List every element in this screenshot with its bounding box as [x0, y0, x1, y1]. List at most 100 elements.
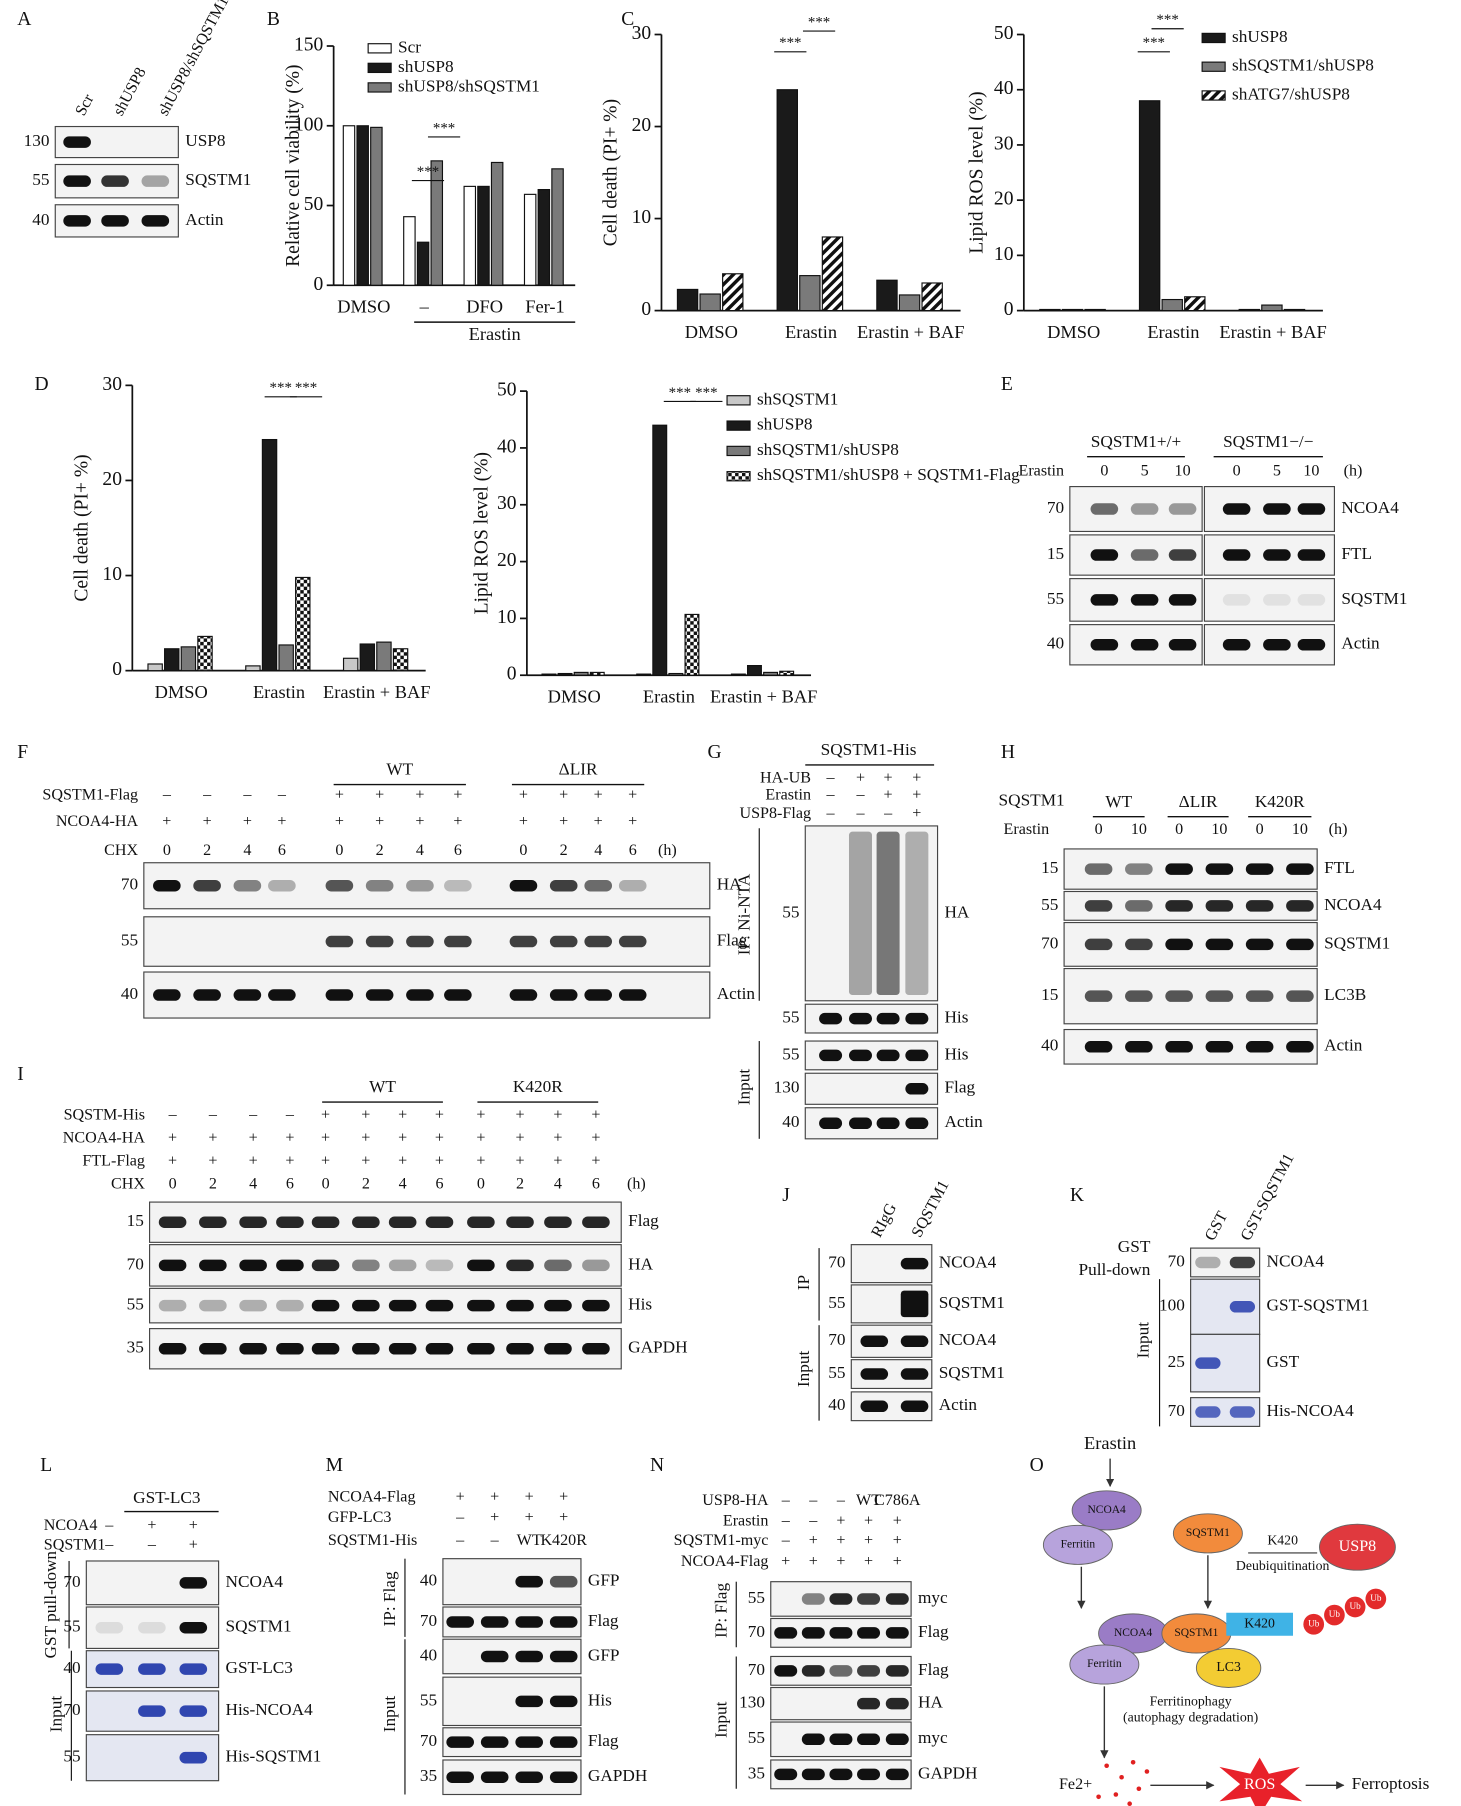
band	[365, 935, 394, 948]
lane-sign: +	[515, 1153, 524, 1170]
band-label: NCOA4	[1324, 895, 1382, 914]
lane-sign: +	[591, 1106, 600, 1123]
mw-marker: 70	[121, 875, 138, 894]
band	[549, 1616, 578, 1628]
diagram-text: Deubiquitination	[1236, 1558, 1330, 1573]
significance: ***	[695, 385, 717, 401]
lane-sign: 0	[1256, 821, 1264, 838]
band	[388, 1299, 417, 1312]
panel-letter: N	[650, 1455, 664, 1476]
lane-sign: +	[781, 1553, 790, 1570]
band	[158, 1299, 187, 1312]
diagram-text: SQSTM1	[1174, 1627, 1218, 1639]
mw-marker: 70	[1168, 1251, 1185, 1270]
lane-sign: +	[553, 1130, 562, 1147]
lane-sign: –	[242, 787, 252, 804]
ub	[1365, 1588, 1387, 1610]
row-label: GFP-LC3	[328, 1509, 391, 1526]
panel-letter: D	[35, 374, 49, 395]
lane-sign: +	[361, 1153, 370, 1170]
side-label: Input	[734, 1069, 753, 1106]
significance: ***	[270, 380, 292, 396]
node	[1071, 1490, 1142, 1531]
band-label: GST-LC3	[226, 1658, 293, 1677]
y-tick-label: 0	[507, 664, 517, 685]
mw-marker: 70	[1041, 933, 1058, 952]
band	[1222, 594, 1251, 606]
lane-sign: +	[519, 813, 528, 830]
band	[467, 1216, 495, 1228]
diagram-text: (autophagy degradation)	[1123, 1710, 1258, 1726]
side-label: IP: Flag	[380, 1571, 399, 1626]
lane-sign: +	[476, 1106, 485, 1123]
band	[515, 1616, 543, 1628]
legend-swatch	[367, 62, 392, 74]
mw-marker: 40	[63, 1658, 80, 1677]
x-tick-label: DMSO	[155, 682, 208, 702]
mw-marker: 70	[420, 1611, 437, 1630]
bar	[779, 670, 795, 676]
legend-label: shSQSTM1/shUSP8	[757, 440, 899, 459]
lane-sign: +	[476, 1130, 485, 1147]
x-tick-label: Erastin + BAF	[323, 682, 430, 702]
side-label: Input	[1134, 1322, 1153, 1359]
band	[1286, 900, 1314, 912]
band-label: His	[944, 1044, 968, 1063]
band	[467, 1299, 495, 1312]
band	[233, 989, 262, 1001]
side-label: GST pull-down	[41, 1551, 60, 1659]
band	[1245, 938, 1274, 951]
band	[1125, 863, 1153, 875]
band	[179, 1705, 208, 1717]
x-tick-label: Erastin + BAF	[857, 322, 964, 342]
bar	[821, 236, 844, 312]
side-label: Input	[47, 1696, 66, 1733]
lane-sign: +	[490, 1509, 499, 1526]
side-label: IP	[794, 1275, 813, 1290]
band	[848, 1117, 872, 1130]
lane-sign: –	[490, 1532, 500, 1549]
lane-sign: +	[189, 1517, 198, 1534]
lane-sign: +	[285, 1130, 294, 1147]
band	[179, 1577, 208, 1589]
band	[239, 1342, 267, 1355]
band	[444, 935, 472, 948]
legend-label: Scr	[398, 37, 421, 56]
lane-sign: –	[781, 1532, 791, 1549]
legend-swatch	[367, 43, 392, 54]
bar	[197, 635, 213, 672]
bar	[557, 672, 573, 676]
band	[905, 1083, 929, 1095]
panel-letter: I	[17, 1064, 24, 1085]
lane-sign: +	[864, 1532, 873, 1549]
band-label: Flag	[918, 1622, 949, 1641]
band	[480, 1616, 509, 1628]
band	[515, 1650, 543, 1663]
row-label: Erastin	[1018, 462, 1064, 479]
panel-letter: K	[1070, 1185, 1084, 1206]
band-label: His	[944, 1008, 968, 1027]
row-label: SQSTM1-His	[328, 1532, 417, 1549]
band	[582, 1299, 610, 1312]
y-tick-label: 30	[994, 133, 1014, 154]
bar	[746, 665, 762, 676]
band-label: Actin	[939, 1395, 978, 1414]
x-tick-label: DMSO	[548, 686, 601, 706]
band	[179, 1751, 208, 1764]
band-label: Actin	[185, 210, 224, 229]
band	[138, 1663, 166, 1675]
band	[544, 1259, 572, 1272]
legend-label: shSQSTM1/shUSP8	[1232, 56, 1374, 75]
lane-sign: 0	[335, 842, 343, 859]
bar	[1261, 304, 1283, 312]
lane-sign: +	[912, 805, 921, 822]
lane-sign: –	[855, 805, 865, 822]
row-label: SQSTM1-myc	[674, 1532, 769, 1549]
mw-marker: 25	[1168, 1352, 1185, 1371]
band	[582, 1216, 610, 1228]
y-tick-label: 50	[994, 23, 1014, 44]
band	[1090, 594, 1119, 606]
band	[1286, 938, 1314, 951]
band	[885, 1593, 909, 1605]
diagram-text: K420	[1267, 1533, 1298, 1548]
